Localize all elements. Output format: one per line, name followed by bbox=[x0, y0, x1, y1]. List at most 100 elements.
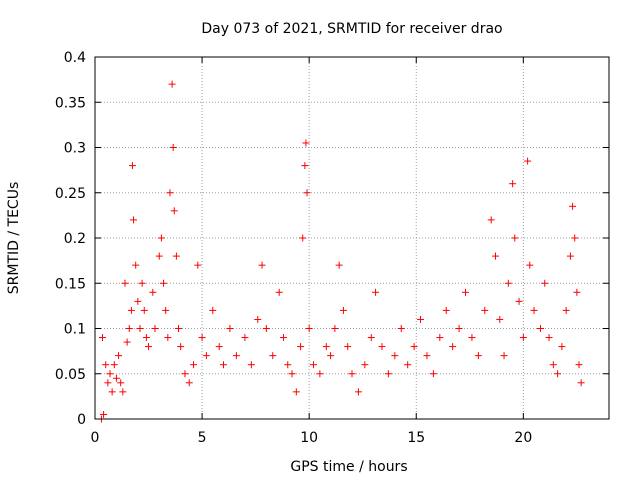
data-point bbox=[504, 279, 512, 287]
data-point bbox=[344, 343, 352, 351]
data-point bbox=[541, 279, 549, 287]
data-point bbox=[110, 361, 118, 369]
data-point bbox=[481, 306, 489, 314]
data-point bbox=[404, 361, 412, 369]
data-point bbox=[500, 352, 508, 360]
data-point bbox=[299, 234, 307, 242]
data-point bbox=[491, 252, 499, 260]
data-point bbox=[391, 352, 399, 360]
data-point bbox=[305, 325, 313, 332]
data-point bbox=[166, 189, 174, 197]
data-point bbox=[545, 334, 553, 342]
y-tick-label: 0.3 bbox=[64, 141, 86, 157]
data-point bbox=[288, 370, 296, 378]
data-point bbox=[123, 338, 131, 346]
data-point bbox=[519, 334, 527, 342]
data-point bbox=[549, 361, 557, 369]
data-point bbox=[254, 315, 262, 323]
data-point bbox=[322, 343, 330, 351]
data-point bbox=[262, 325, 270, 332]
data-point bbox=[175, 325, 183, 332]
data-point bbox=[372, 288, 380, 296]
y-tick-label: 0.4 bbox=[64, 50, 86, 66]
data-point bbox=[115, 352, 123, 360]
data-point bbox=[524, 157, 532, 165]
x-axis-label: GPS time / hours bbox=[290, 459, 407, 475]
data-point bbox=[303, 189, 311, 197]
data-point bbox=[121, 279, 129, 287]
data-point bbox=[462, 288, 470, 296]
data-point bbox=[423, 352, 431, 360]
data-point bbox=[384, 370, 392, 378]
data-point bbox=[132, 261, 140, 269]
data-point bbox=[104, 379, 112, 387]
y-tick-label: 0.15 bbox=[55, 276, 86, 292]
data-point bbox=[160, 279, 168, 287]
data-point bbox=[241, 334, 249, 342]
data-point bbox=[575, 361, 583, 369]
data-point bbox=[316, 370, 324, 378]
data-point bbox=[170, 207, 178, 215]
data-point bbox=[558, 343, 566, 351]
data-point bbox=[155, 252, 163, 260]
x-tick-label: 0 bbox=[91, 430, 100, 446]
y-axis-label: SRMTID / TECUs bbox=[6, 182, 22, 295]
data-point bbox=[226, 325, 234, 332]
data-point bbox=[102, 361, 110, 369]
data-point bbox=[125, 325, 133, 332]
data-point bbox=[515, 297, 523, 305]
data-point bbox=[134, 297, 142, 305]
y-tick-label: 0.1 bbox=[64, 322, 86, 338]
data-point bbox=[429, 370, 437, 378]
data-point bbox=[117, 379, 125, 387]
y-tick-label: 0.2 bbox=[64, 231, 86, 247]
data-point bbox=[145, 343, 153, 351]
data-point bbox=[397, 325, 405, 332]
data-point bbox=[130, 216, 138, 224]
data-point bbox=[190, 361, 198, 369]
x-tick-label: 5 bbox=[198, 430, 207, 446]
data-point bbox=[142, 334, 150, 342]
data-point bbox=[119, 388, 127, 396]
x-tick-label: 10 bbox=[300, 430, 318, 446]
data-point bbox=[220, 361, 227, 369]
chart-title: Day 073 of 2021, SRMTID for receiver dra… bbox=[201, 21, 502, 37]
data-point bbox=[573, 288, 581, 296]
data-point bbox=[487, 216, 495, 224]
data-point bbox=[468, 334, 476, 342]
data-point bbox=[536, 325, 544, 332]
data-point bbox=[354, 388, 362, 396]
data-point bbox=[442, 306, 450, 314]
data-point bbox=[348, 370, 356, 378]
data-point bbox=[530, 306, 538, 314]
x-axis-ticks: 0 5 10 15 20 bbox=[91, 57, 532, 446]
x-tick-label: 15 bbox=[407, 430, 425, 446]
y-tick-label: 0.05 bbox=[55, 367, 86, 383]
grid bbox=[95, 57, 609, 419]
data-point bbox=[455, 325, 463, 332]
data-point bbox=[112, 374, 120, 382]
data-point bbox=[571, 234, 579, 242]
data-point bbox=[106, 370, 114, 378]
data-point bbox=[496, 315, 504, 323]
data-point bbox=[269, 352, 277, 360]
data-point bbox=[98, 334, 106, 342]
data-point bbox=[209, 306, 217, 314]
data-point bbox=[157, 234, 165, 242]
data-point bbox=[151, 325, 159, 332]
data-point bbox=[162, 306, 170, 314]
data-point bbox=[138, 279, 146, 287]
data-point bbox=[275, 288, 283, 296]
data-point bbox=[168, 80, 176, 88]
data-point bbox=[309, 361, 317, 369]
data-point bbox=[181, 370, 189, 378]
data-point bbox=[449, 343, 457, 351]
data-point bbox=[215, 343, 223, 351]
data-point bbox=[169, 144, 177, 151]
data-point bbox=[436, 334, 444, 342]
y-tick-label: 0 bbox=[77, 412, 86, 428]
x-tick-label: 20 bbox=[514, 430, 532, 446]
data-point bbox=[569, 202, 577, 210]
data-point bbox=[562, 306, 570, 314]
